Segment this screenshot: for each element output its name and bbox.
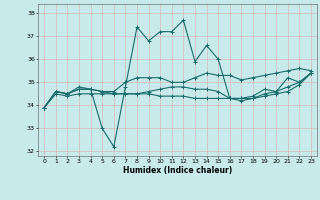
X-axis label: Humidex (Indice chaleur): Humidex (Indice chaleur) [123, 166, 232, 175]
